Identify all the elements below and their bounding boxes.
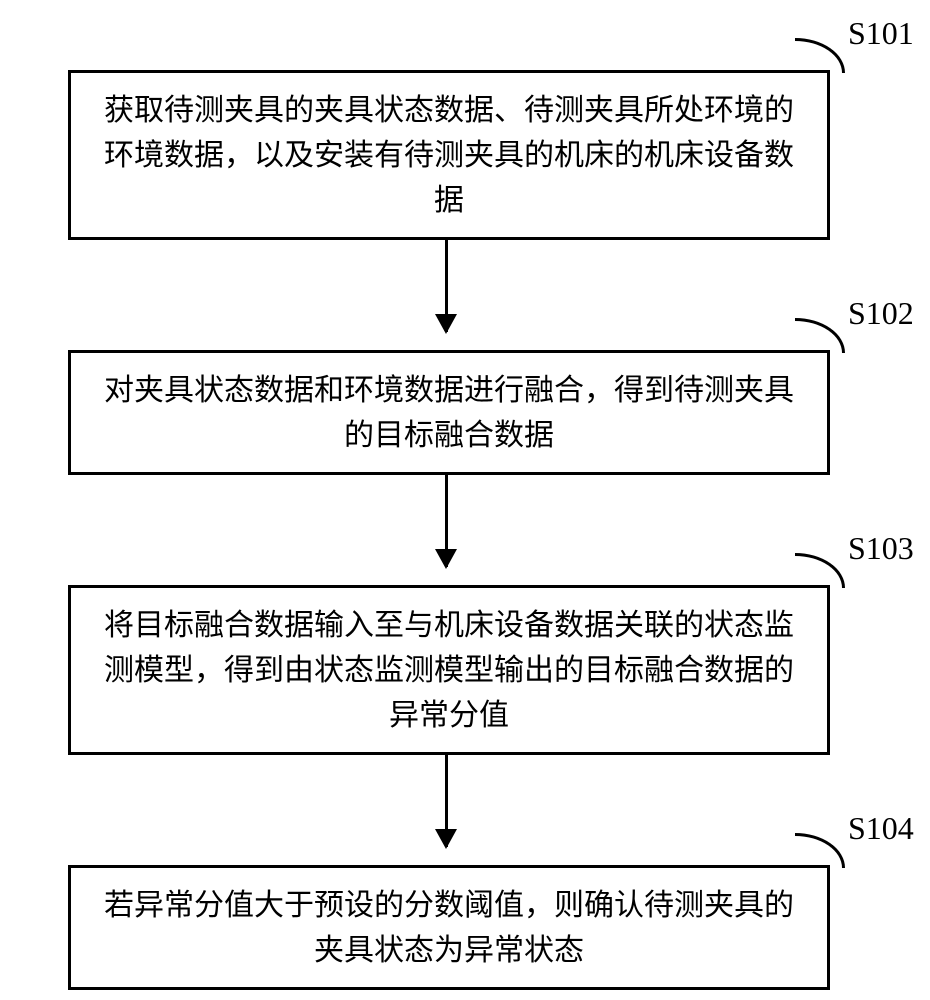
- flowchart-arrow: [445, 240, 448, 332]
- flowchart-step-box: 将目标融合数据输入至与机床设备数据关联的状态监测模型，得到由状态监测模型输出的目…: [68, 585, 830, 755]
- flowchart-step-text: 将目标融合数据输入至与机床设备数据关联的状态监测模型，得到由状态监测模型输出的目…: [91, 603, 807, 738]
- flowchart-step-box: 若异常分值大于预设的分数阈值，则确认待测夹具的夹具状态为异常状态: [68, 865, 830, 990]
- label-connector: [795, 833, 845, 868]
- flowchart-step-label: S104: [848, 810, 914, 847]
- flowchart-arrow: [445, 475, 448, 567]
- flowchart-step-text: 若异常分值大于预设的分数阈值，则确认待测夹具的夹具状态为异常状态: [91, 883, 807, 973]
- flowchart-step-label: S101: [848, 15, 914, 52]
- label-connector: [795, 553, 845, 588]
- label-connector: [795, 318, 845, 353]
- flowchart-step-text: 对夹具状态数据和环境数据进行融合，得到待测夹具的目标融合数据: [91, 368, 807, 458]
- flowchart-step-label: S102: [848, 295, 914, 332]
- flowchart-container: 获取待测夹具的夹具状态数据、待测夹具所处环境的环境数据，以及安装有待测夹具的机床…: [0, 0, 930, 1000]
- flowchart-step-box: 对夹具状态数据和环境数据进行融合，得到待测夹具的目标融合数据: [68, 350, 830, 475]
- flowchart-step-text: 获取待测夹具的夹具状态数据、待测夹具所处环境的环境数据，以及安装有待测夹具的机床…: [91, 88, 807, 223]
- flowchart-arrow: [445, 755, 448, 847]
- flowchart-step-label: S103: [848, 530, 914, 567]
- label-connector: [795, 38, 845, 73]
- flowchart-step-box: 获取待测夹具的夹具状态数据、待测夹具所处环境的环境数据，以及安装有待测夹具的机床…: [68, 70, 830, 240]
